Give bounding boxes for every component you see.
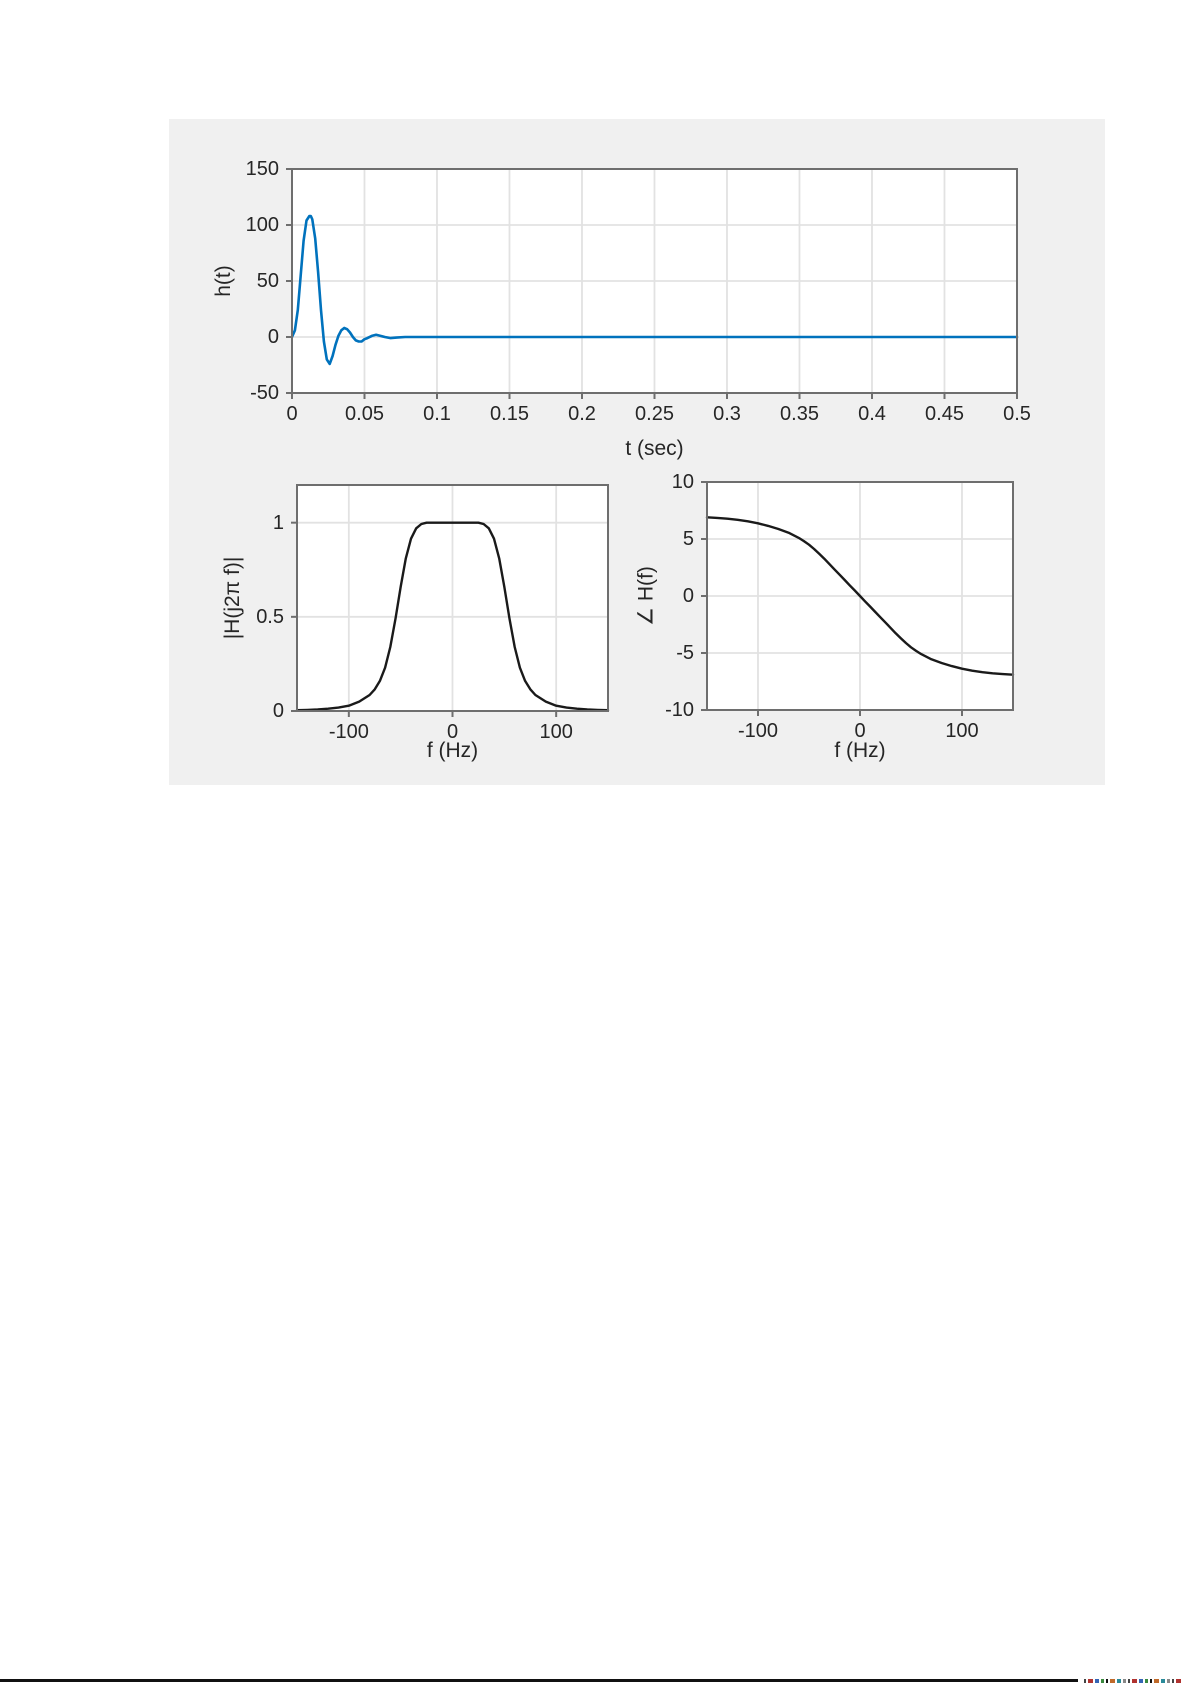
y-axis-label-phase: ∠ H(f) (634, 566, 658, 626)
y-tick-label: 5 (682, 528, 694, 550)
artifact-speck (1095, 1678, 1099, 1683)
artifact-speck (1128, 1678, 1130, 1683)
y-tick-label: 50 (256, 270, 279, 292)
phase-response-axes: -100 0 100 -10 -5 0 5 10 (665, 471, 1015, 742)
artifact-speck (1110, 1678, 1115, 1683)
y-tick-label: 0.5 (256, 605, 284, 628)
phase-response-plot-canvas (701, 481, 1015, 716)
magnitude-response-plot-canvas (291, 484, 610, 717)
impulse-response-axes: 0 0.05 0.1 0.15 0.2 0.25 0.3 0.35 0.4 0.45 0.5 -50 0… (246, 158, 1031, 425)
x-tick-label: 0 (446, 721, 459, 743)
x-tick-label: 0.05 (345, 403, 384, 425)
y-tick-label: 0 (682, 585, 694, 607)
artifact-speck (1154, 1678, 1159, 1683)
x-tick-label: 100 (945, 720, 979, 742)
x-axis-label-freq-right: f (Hz) (834, 739, 886, 762)
y-axis-label-magnitude: |H(j2π f)| (221, 556, 244, 640)
bottom-edge-artifact (1084, 1678, 1192, 1683)
x-tick-label: 0.1 (423, 403, 451, 425)
artifact-speck (1106, 1678, 1108, 1683)
matlab-figure-panel: 0 0.05 0.1 0.15 0.2 0.25 0.3 0.35 0.4 0.45 0.5 -50 0… (169, 119, 1105, 785)
x-tick-label: -100 (737, 720, 779, 742)
x-tick-label: 0.4 (858, 403, 886, 425)
artifact-speck (1101, 1678, 1104, 1683)
y-tick-label: -50 (250, 382, 279, 404)
x-tick-label: 0 (854, 720, 866, 742)
y-tick-label: 10 (671, 471, 694, 493)
artifact-speck (1139, 1678, 1143, 1683)
impulse-response-plot-canvas (286, 168, 1019, 399)
x-tick-label: -100 (328, 721, 369, 743)
artifact-speck (1132, 1678, 1137, 1683)
y-tick-label: 0 (267, 326, 279, 348)
y-tick-label: 100 (245, 214, 279, 236)
artifact-speck (1084, 1678, 1086, 1683)
y-tick-label: 1 (272, 511, 284, 534)
x-tick-label: 0.35 (780, 403, 819, 425)
artifact-speck (1161, 1678, 1165, 1683)
x-axis-label-time: t (sec) (625, 437, 684, 460)
artifact-speck (1167, 1678, 1170, 1683)
x-tick-label: 100 (539, 721, 573, 743)
x-tick-label: 0 (286, 403, 298, 425)
x-axis-label-freq-left: f (Hz) (426, 739, 479, 762)
y-tick-label: -5 (676, 642, 694, 664)
x-tick-label: 0.3 (713, 403, 741, 425)
x-tick-label: 0.15 (490, 403, 529, 425)
artifact-speck (1176, 1678, 1181, 1683)
artifact-speck (1088, 1678, 1093, 1683)
artifact-speck (1145, 1678, 1148, 1683)
artifact-speck (1117, 1678, 1121, 1683)
y-axis-label-ht: h(t) (212, 265, 235, 297)
series-line (290, 214, 1019, 366)
y-tick-label: 150 (245, 158, 279, 180)
magnitude-response-axes: -100 0 100 0 0.5 1 (256, 484, 610, 743)
x-tick-label: 0.25 (635, 403, 674, 425)
y-tick-label: 0 (272, 700, 284, 722)
page-bottom-rule (0, 1679, 1078, 1682)
series-line (705, 516, 1015, 676)
artifact-speck (1150, 1678, 1152, 1683)
x-tick-label: 0.45 (925, 403, 964, 425)
x-tick-label: 0.5 (1003, 403, 1031, 425)
artifact-speck (1123, 1678, 1126, 1683)
x-tick-label: 0.2 (568, 403, 596, 425)
y-tick-label: -10 (665, 699, 694, 721)
series-line (295, 521, 610, 712)
artifact-speck (1172, 1678, 1174, 1683)
